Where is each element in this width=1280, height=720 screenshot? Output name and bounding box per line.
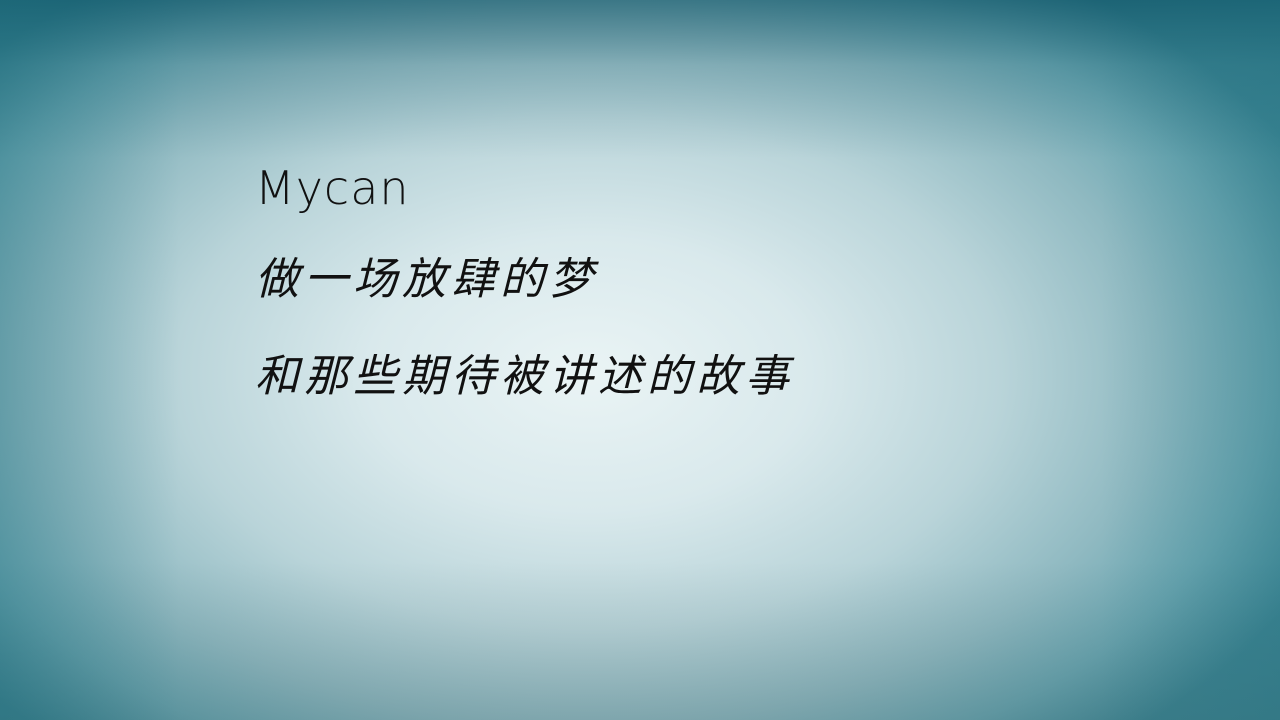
slide-title: Mycan — [255, 161, 410, 215]
slide-text-block: Mycan 做一场放肆的梦 和那些期待被讲述的故事 — [255, 160, 794, 403]
slide-line-2: 和那些期待被讲述的故事 — [255, 351, 794, 402]
slide-line-1: 做一场放肆的梦 — [255, 254, 598, 305]
